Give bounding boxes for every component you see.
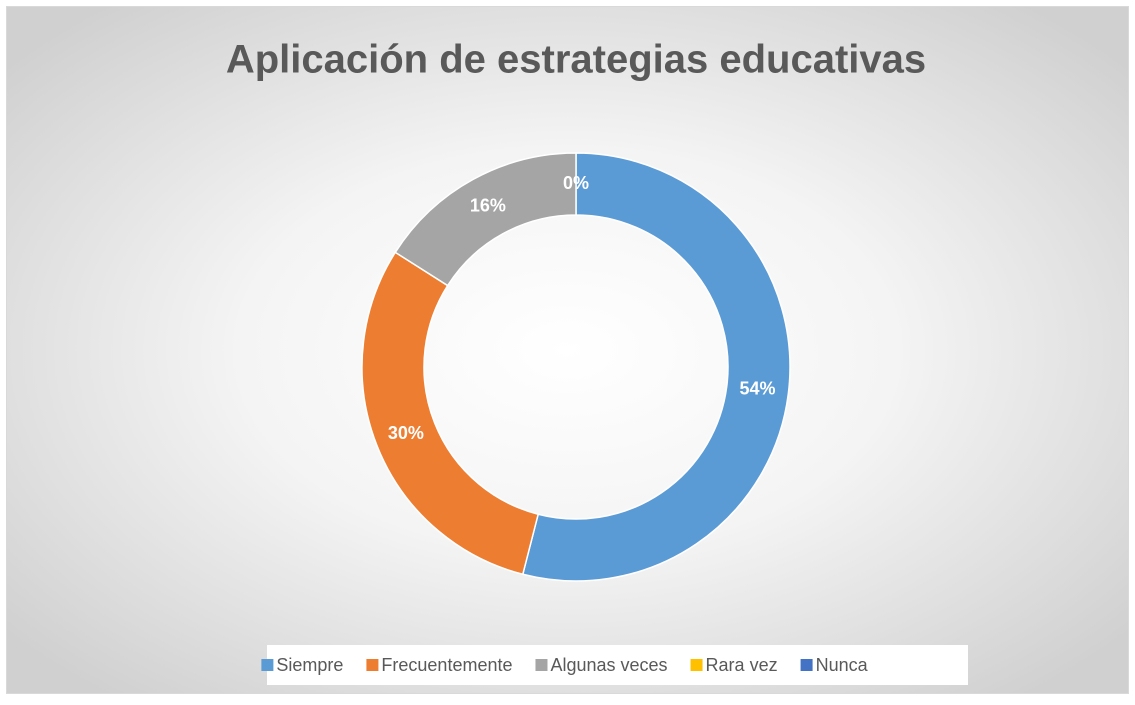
legend-label: Siempre — [276, 655, 343, 675]
legend-swatch — [800, 659, 813, 671]
data-label: 54% — [740, 379, 776, 399]
legend-box — [267, 645, 968, 685]
donut-segment — [394, 152, 577, 287]
donut-segment — [521, 152, 791, 582]
data-label: 16% — [470, 195, 506, 215]
legend-swatch — [690, 659, 703, 671]
data-label: 30% — [388, 423, 424, 443]
legend-swatch — [366, 659, 379, 671]
legend-label: Frecuentemente — [381, 655, 512, 675]
legend-label: Rara vez — [706, 655, 778, 675]
legend-swatch — [535, 659, 548, 671]
legend-label: Nunca — [816, 655, 869, 675]
legend-label: Algunas veces — [550, 655, 667, 675]
donut-segment — [361, 251, 540, 576]
legend-swatch — [261, 659, 274, 671]
chart-area — [6, 6, 1129, 694]
chart-title: Aplicación de estrategias educativas — [226, 38, 926, 82]
data-label: 0% — [563, 173, 589, 193]
